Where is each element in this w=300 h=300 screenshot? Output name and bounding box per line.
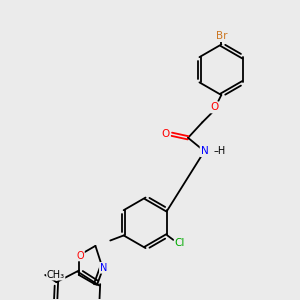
Text: O: O: [162, 129, 170, 139]
Text: N: N: [100, 263, 107, 273]
Text: Cl: Cl: [175, 238, 185, 248]
Text: O: O: [76, 250, 84, 260]
Text: –H: –H: [214, 146, 226, 156]
Text: Br: Br: [216, 31, 227, 41]
Text: O: O: [211, 103, 219, 112]
Text: N: N: [200, 146, 208, 156]
Text: CH₃: CH₃: [47, 270, 65, 280]
